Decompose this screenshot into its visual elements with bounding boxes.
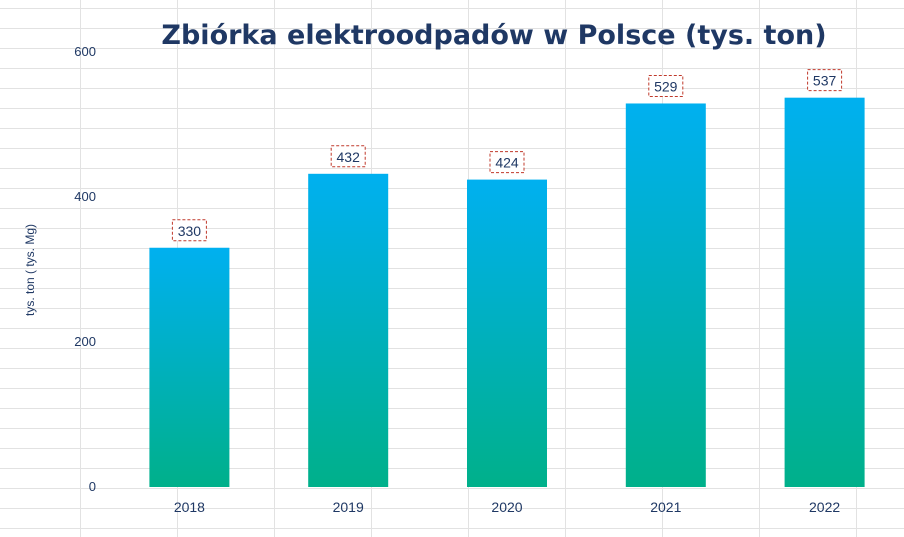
chart-title: Zbiórka elektroodpadów w Polsce (tys. to… xyxy=(161,20,826,51)
data-label: 424 xyxy=(495,155,519,171)
data-label-box xyxy=(489,151,525,174)
data-label: 529 xyxy=(654,78,678,94)
data-label-box xyxy=(330,145,366,168)
data-label-box xyxy=(807,69,843,92)
bar-2019 xyxy=(308,173,389,488)
x-tick-label: 2020 xyxy=(491,499,522,515)
y-axis-label: tys. ton ( tys. Mg) xyxy=(23,224,37,316)
bar-2022 xyxy=(784,97,865,488)
data-label: 330 xyxy=(178,223,202,239)
bar-2018 xyxy=(149,247,230,487)
y-tick-label: 0 xyxy=(89,479,96,494)
x-tick-label: 2018 xyxy=(174,499,205,515)
data-label: 537 xyxy=(813,73,837,89)
y-tick-label: 600 xyxy=(74,44,96,59)
y-tick-label: 400 xyxy=(74,189,96,204)
data-label: 432 xyxy=(337,149,361,165)
data-label-box xyxy=(171,219,207,242)
bar-2021 xyxy=(625,103,706,487)
x-tick-label: 2021 xyxy=(650,499,681,515)
x-tick-label: 2022 xyxy=(809,499,840,515)
data-label-box xyxy=(648,74,684,97)
y-tick-label: 200 xyxy=(74,334,96,349)
x-tick-label: 2019 xyxy=(333,499,364,515)
bar-2020 xyxy=(467,179,547,487)
